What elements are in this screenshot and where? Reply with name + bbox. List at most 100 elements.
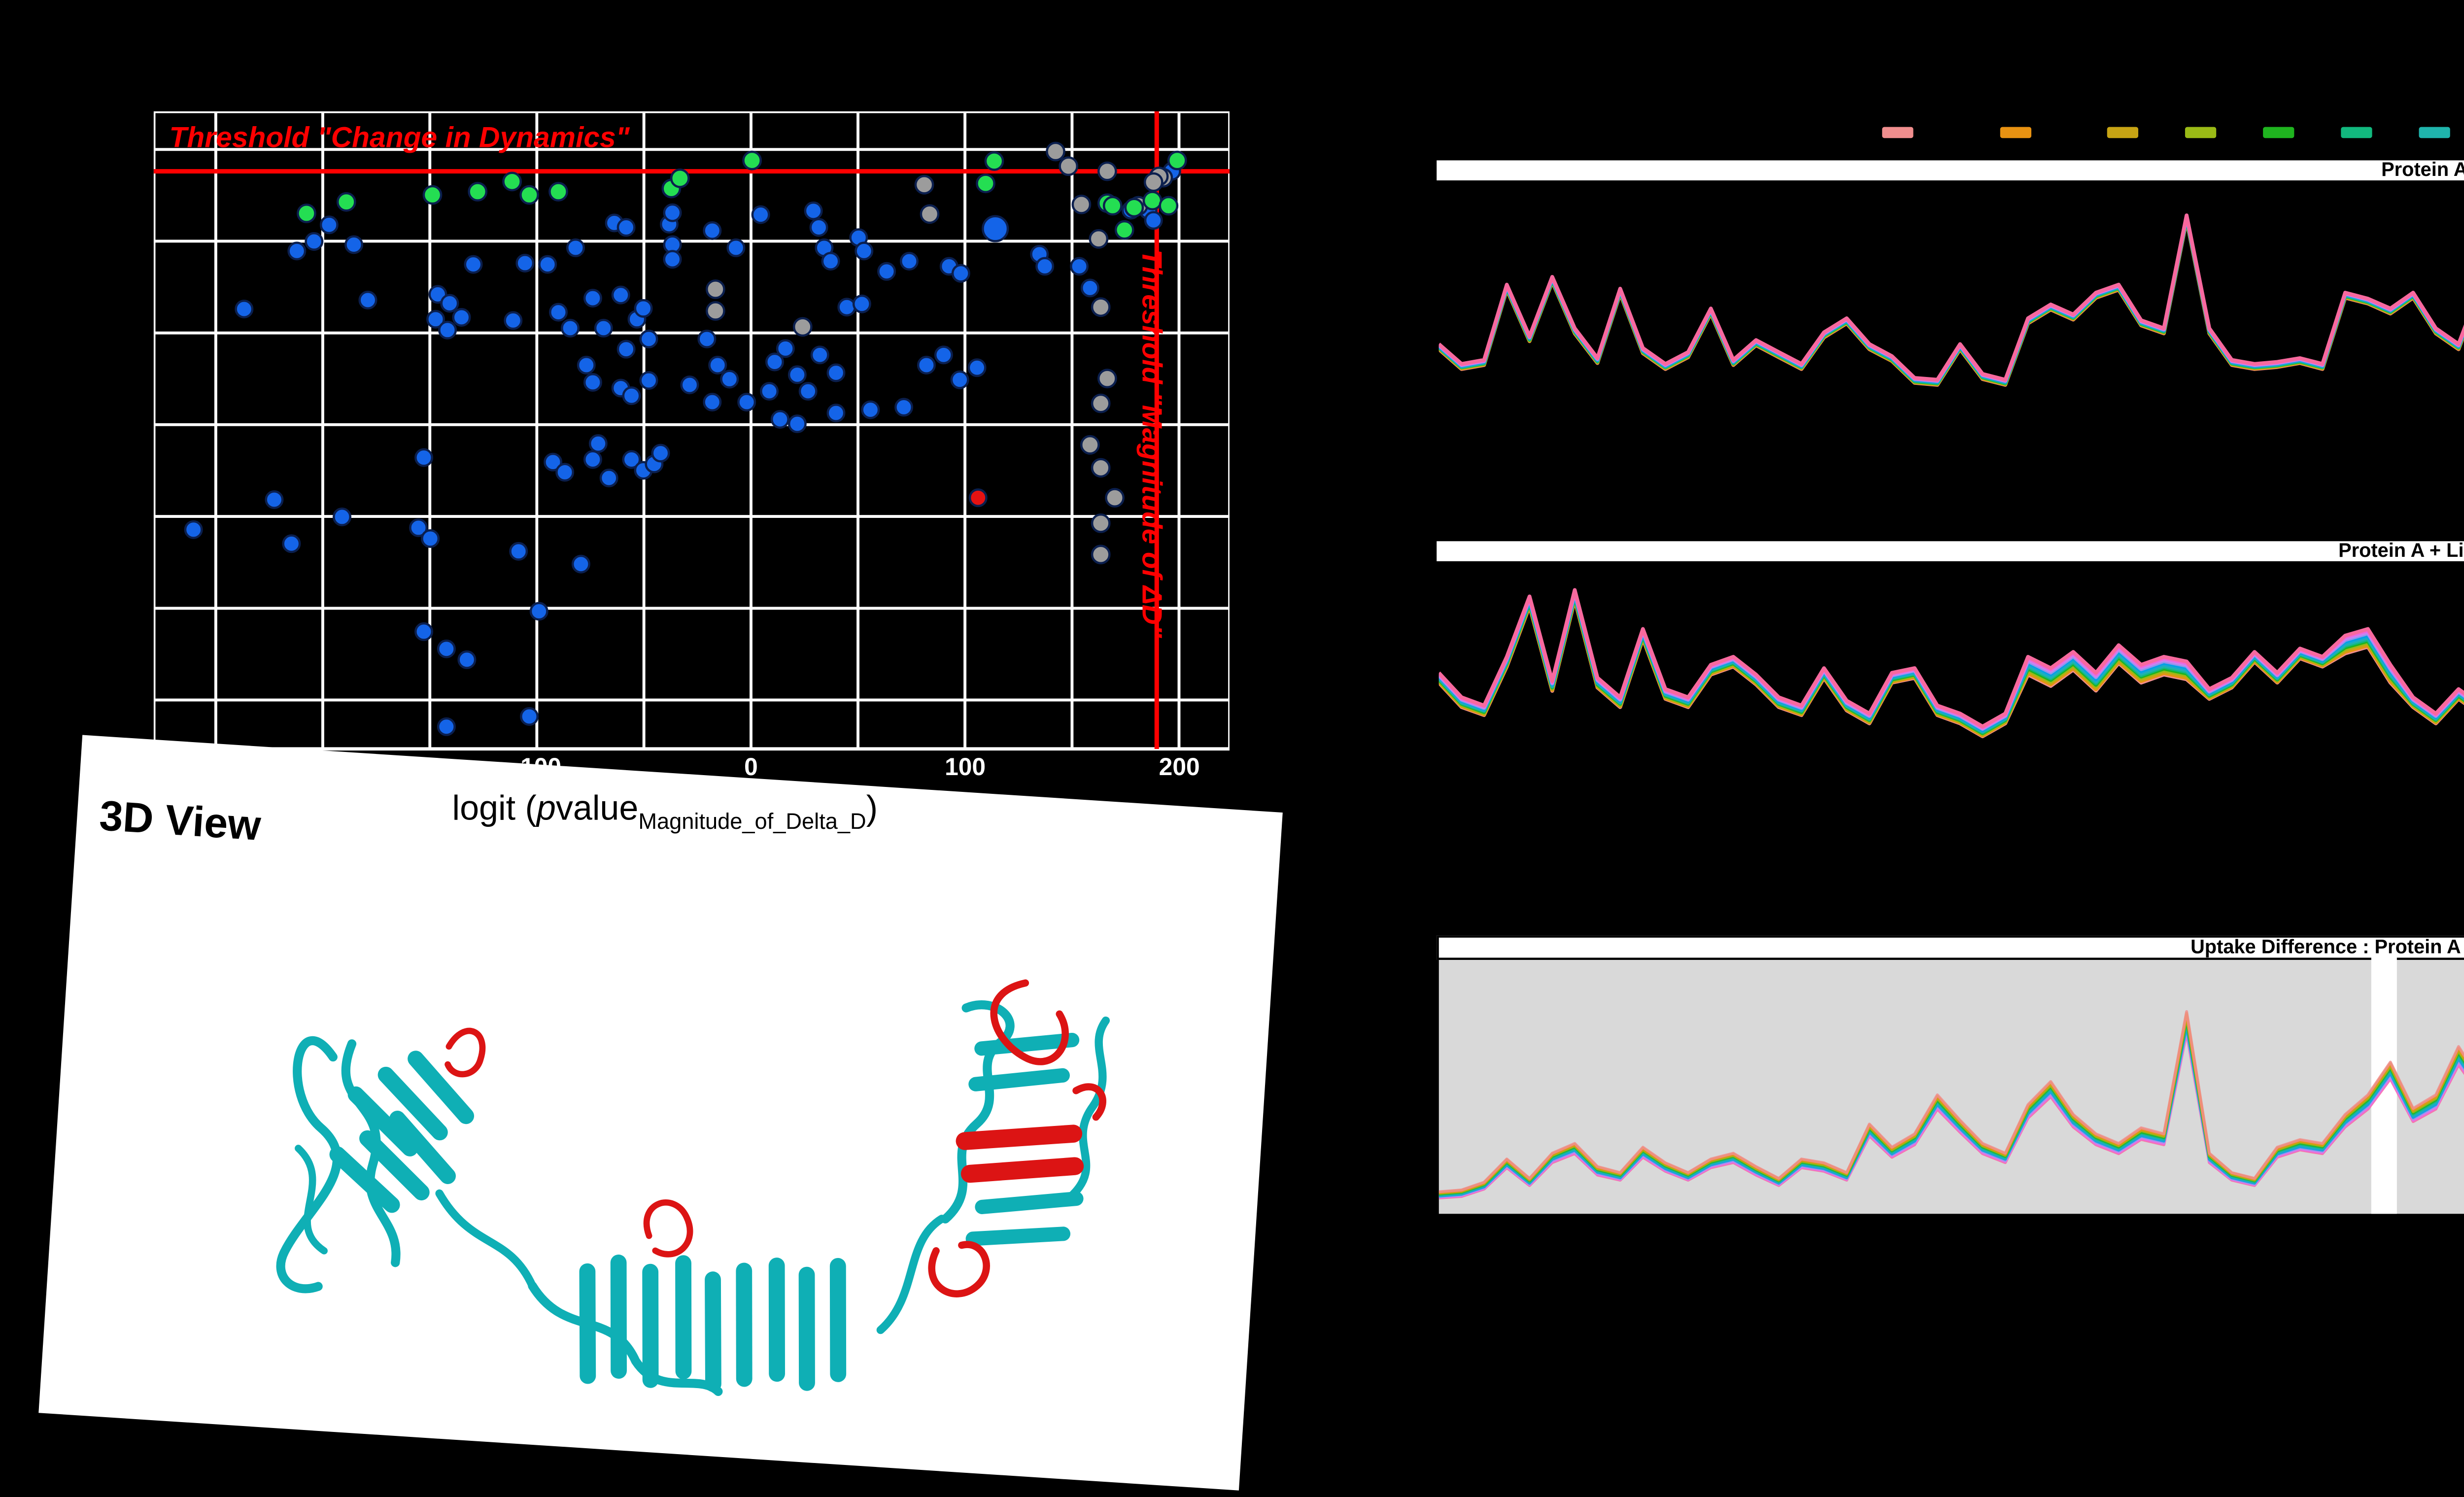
volcano-plot[interactable] bbox=[153, 112, 1230, 750]
peptide-point-blue[interactable] bbox=[639, 372, 658, 391]
peptide-point-blue[interactable] bbox=[622, 387, 641, 406]
peptide-point-blue[interactable] bbox=[1070, 258, 1089, 277]
peptide-point-blue[interactable] bbox=[544, 453, 563, 473]
peptide-point-blue[interactable] bbox=[577, 356, 596, 375]
peptide-point-blue[interactable] bbox=[826, 404, 846, 423]
uptake-trace[interactable] bbox=[1438, 214, 2464, 430]
peptide-point-blue[interactable] bbox=[703, 393, 722, 412]
peptide-point-blue[interactable] bbox=[583, 289, 602, 308]
peptide-point-blue[interactable] bbox=[967, 359, 987, 378]
peptide-point-blue[interactable] bbox=[319, 216, 339, 236]
peptide-point-gray[interactable] bbox=[1091, 298, 1111, 318]
peptide-point-blue[interactable] bbox=[720, 371, 739, 390]
peptide-point-blue[interactable] bbox=[594, 319, 613, 339]
peptide-point-blue[interactable] bbox=[571, 555, 590, 575]
peptide-point-gray[interactable] bbox=[1097, 370, 1117, 389]
peptide-point-blue[interactable] bbox=[583, 451, 602, 470]
peptide-point-blue[interactable] bbox=[333, 508, 352, 527]
peptide-point-blue[interactable] bbox=[751, 206, 770, 225]
peptide-point-gray[interactable] bbox=[920, 205, 940, 225]
protein-ribbon[interactable] bbox=[38, 864, 1274, 1497]
peptide-point-blue[interactable] bbox=[680, 376, 699, 395]
peptide-point-blue[interactable] bbox=[765, 353, 784, 373]
peptide-point-blue[interactable] bbox=[561, 319, 580, 339]
peptide-point-blue[interactable] bbox=[1035, 258, 1055, 277]
peptide-point-blue[interactable] bbox=[235, 300, 254, 319]
peptide-point-blue[interactable] bbox=[950, 371, 969, 390]
peptide-point-blue[interactable] bbox=[663, 250, 682, 270]
peptide-point-blue[interactable] bbox=[810, 346, 829, 366]
peptide-point-blue[interactable] bbox=[440, 295, 459, 314]
peptide-point-gray[interactable] bbox=[1046, 142, 1065, 163]
peptide-point-blue[interactable] bbox=[798, 382, 818, 402]
peptide-point-blue[interactable] bbox=[438, 321, 457, 340]
peptide-point-blue[interactable] bbox=[538, 256, 557, 275]
legend-swatch[interactable] bbox=[2263, 127, 2294, 138]
uptake-trace[interactable] bbox=[1438, 1009, 2464, 1197]
peptide-point-gray[interactable] bbox=[1105, 489, 1125, 509]
peptide-point-blue[interactable] bbox=[509, 543, 528, 562]
peptide-point-gray[interactable] bbox=[705, 280, 725, 300]
peptide-point-gray[interactable] bbox=[914, 175, 934, 196]
legend-swatch[interactable] bbox=[2000, 127, 2032, 138]
peptide-point-blue[interactable] bbox=[414, 623, 434, 642]
peptide-point-blue[interactable] bbox=[529, 603, 548, 622]
peptide-point-blue[interactable] bbox=[287, 242, 307, 262]
peptide-point-blue[interactable] bbox=[809, 219, 828, 238]
peptide-point-blue[interactable] bbox=[837, 299, 856, 318]
peptide-point-blue[interactable] bbox=[409, 519, 428, 538]
uptake-trace[interactable] bbox=[1438, 588, 2464, 729]
peptide-point-blue[interactable] bbox=[899, 252, 919, 272]
peptide-point-green[interactable] bbox=[976, 174, 995, 194]
peptide-point-blue[interactable] bbox=[520, 708, 539, 727]
3d-view-panel[interactable]: 3D View bbox=[38, 735, 1283, 1491]
peptide-point-blue[interactable] bbox=[437, 718, 456, 737]
uptake-trace[interactable] bbox=[1438, 213, 2464, 419]
peptide-point-green[interactable] bbox=[1124, 199, 1144, 219]
peptide-point-blue[interactable] bbox=[877, 263, 896, 282]
peptide-point-blue[interactable] bbox=[951, 265, 970, 284]
peptide-point-blue[interactable] bbox=[776, 340, 795, 359]
peptide-point-blue[interactable] bbox=[703, 222, 722, 241]
peptide-point-blue[interactable] bbox=[457, 651, 477, 670]
peptide-point-blue[interactable] bbox=[305, 233, 324, 252]
peptide-point-blue[interactable] bbox=[894, 399, 914, 418]
uptake-trace[interactable] bbox=[1438, 213, 2464, 415]
peptide-point-blue[interactable] bbox=[787, 415, 807, 434]
peptide-point-gray[interactable] bbox=[1097, 162, 1117, 182]
peptide-point-blue[interactable] bbox=[917, 356, 936, 375]
peptide-point-blue[interactable] bbox=[437, 640, 456, 659]
peptide-point-blue[interactable] bbox=[588, 435, 608, 454]
peptide-point-blue[interactable] bbox=[344, 236, 364, 255]
peptide-point-green[interactable] bbox=[1159, 197, 1179, 217]
uptake-trace[interactable] bbox=[1438, 212, 2464, 411]
uptake-trace[interactable] bbox=[1438, 211, 2464, 403]
peptide-point-gray[interactable] bbox=[1071, 195, 1092, 215]
peptide-point-blue[interactable] bbox=[421, 530, 440, 549]
peptide-point-blue[interactable] bbox=[611, 286, 630, 306]
volcano-canvas[interactable] bbox=[153, 112, 1230, 750]
peptide-point-blue[interactable] bbox=[634, 300, 653, 319]
peptide-point-blue[interactable] bbox=[737, 393, 756, 412]
peptide-point-gray[interactable] bbox=[1080, 436, 1100, 456]
peptide-point-blue[interactable] bbox=[1144, 212, 1163, 231]
peptide-point-gray[interactable] bbox=[1091, 394, 1111, 414]
peptide-point-gray[interactable] bbox=[792, 318, 813, 338]
peptide-point-blue[interactable] bbox=[861, 401, 880, 420]
peptide-point-green[interactable] bbox=[1142, 192, 1163, 211]
peptide-point-blue[interactable] bbox=[583, 374, 602, 393]
uptake-chart-protein-a-ligand[interactable] bbox=[1438, 557, 2464, 784]
peptide-point-blue[interactable] bbox=[760, 382, 779, 402]
peptide-point-gray[interactable] bbox=[1091, 545, 1111, 565]
peptide-point-green[interactable] bbox=[422, 186, 443, 206]
peptide-point-blue[interactable] bbox=[504, 312, 523, 331]
peptide-point-green[interactable] bbox=[548, 182, 568, 203]
peptide-point-blue[interactable] bbox=[555, 464, 575, 483]
peptide-point-green[interactable] bbox=[1114, 221, 1134, 241]
peptide-point-green[interactable] bbox=[297, 204, 316, 224]
peptide-point-blue[interactable] bbox=[515, 254, 535, 273]
peptide-point-blue[interactable] bbox=[855, 242, 874, 262]
peptide-point-gray[interactable] bbox=[705, 302, 725, 322]
peptide-point-blue[interactable] bbox=[804, 202, 823, 221]
peptide-point-blue[interactable] bbox=[770, 410, 789, 430]
